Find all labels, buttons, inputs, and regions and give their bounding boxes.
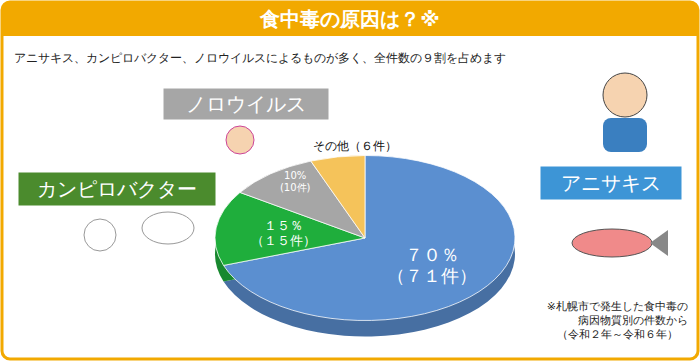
chicken-icon <box>84 219 116 251</box>
category-label: その他 <box>313 139 349 153</box>
category-name: アニサキス <box>561 171 661 195</box>
count-label: （７１件） <box>387 265 477 286</box>
fish-icon <box>572 229 652 257</box>
slice <box>311 156 365 239</box>
footnote-line: （令和２年～令和６年） <box>557 328 678 341</box>
fish-tail <box>650 230 668 256</box>
count-label: (10件) <box>280 182 311 193</box>
count-label: （１５件） <box>251 233 316 248</box>
footnote-line: 病因物質別の件数から <box>578 314 688 327</box>
data-label: その他（６件） <box>313 139 397 153</box>
category-box <box>163 88 329 120</box>
category-name: ノロウイルス <box>186 92 306 116</box>
footnote-line: ※札幌市で発生した食中毒の <box>547 300 688 313</box>
person-icon <box>603 73 647 117</box>
title-band <box>2 2 698 36</box>
percent-label: １５％ <box>264 218 303 233</box>
category-boxes: アニサキス カンピロバクター ノロウイルス <box>18 88 682 206</box>
data-labels: ７０％（７１件） １５％（１５件） 10%(10件) その他（６件） <box>251 139 478 287</box>
chart: 食中毒の原因は？※ アニサキス、カンピロバクター、ノロウイルスによるものが多く、全… <box>0 0 700 361</box>
percent-label: ７０％ <box>405 244 459 265</box>
count-label: （６件） <box>349 139 397 153</box>
category-box <box>18 172 216 206</box>
person-body <box>603 118 647 152</box>
slice <box>224 156 515 321</box>
category-box <box>540 166 682 200</box>
title: 食中毒の原因は？※ <box>259 7 439 31</box>
percent-label: 10% <box>284 170 306 181</box>
pie <box>215 156 515 321</box>
data-label: １５％（１５件） <box>251 218 316 249</box>
category-name: カンピロバクター <box>37 177 197 201</box>
data-label: ７０％（７１件） <box>387 244 477 287</box>
frame <box>2 2 698 359</box>
subtitle: アニサキス、カンピロバクター、ノロウイルスによるものが多く、全件数の９割を占めま… <box>14 51 506 65</box>
icons <box>84 73 668 257</box>
hand-icon <box>226 126 254 154</box>
footnote: ※札幌市で発生した食中毒の病因物質別の件数から（令和２年～令和６年） <box>547 300 688 341</box>
data-label: 10%(10件) <box>280 170 311 193</box>
bubble-icon <box>142 212 194 244</box>
